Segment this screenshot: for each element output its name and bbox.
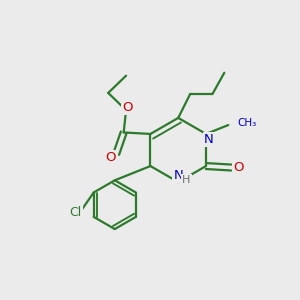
Text: Cl: Cl xyxy=(70,206,82,219)
Text: N: N xyxy=(173,169,183,182)
Text: O: O xyxy=(105,151,116,164)
Text: N: N xyxy=(204,134,214,146)
Text: CH₃: CH₃ xyxy=(237,118,256,128)
Text: O: O xyxy=(122,101,133,114)
Text: H: H xyxy=(182,175,191,185)
Text: O: O xyxy=(233,161,244,174)
